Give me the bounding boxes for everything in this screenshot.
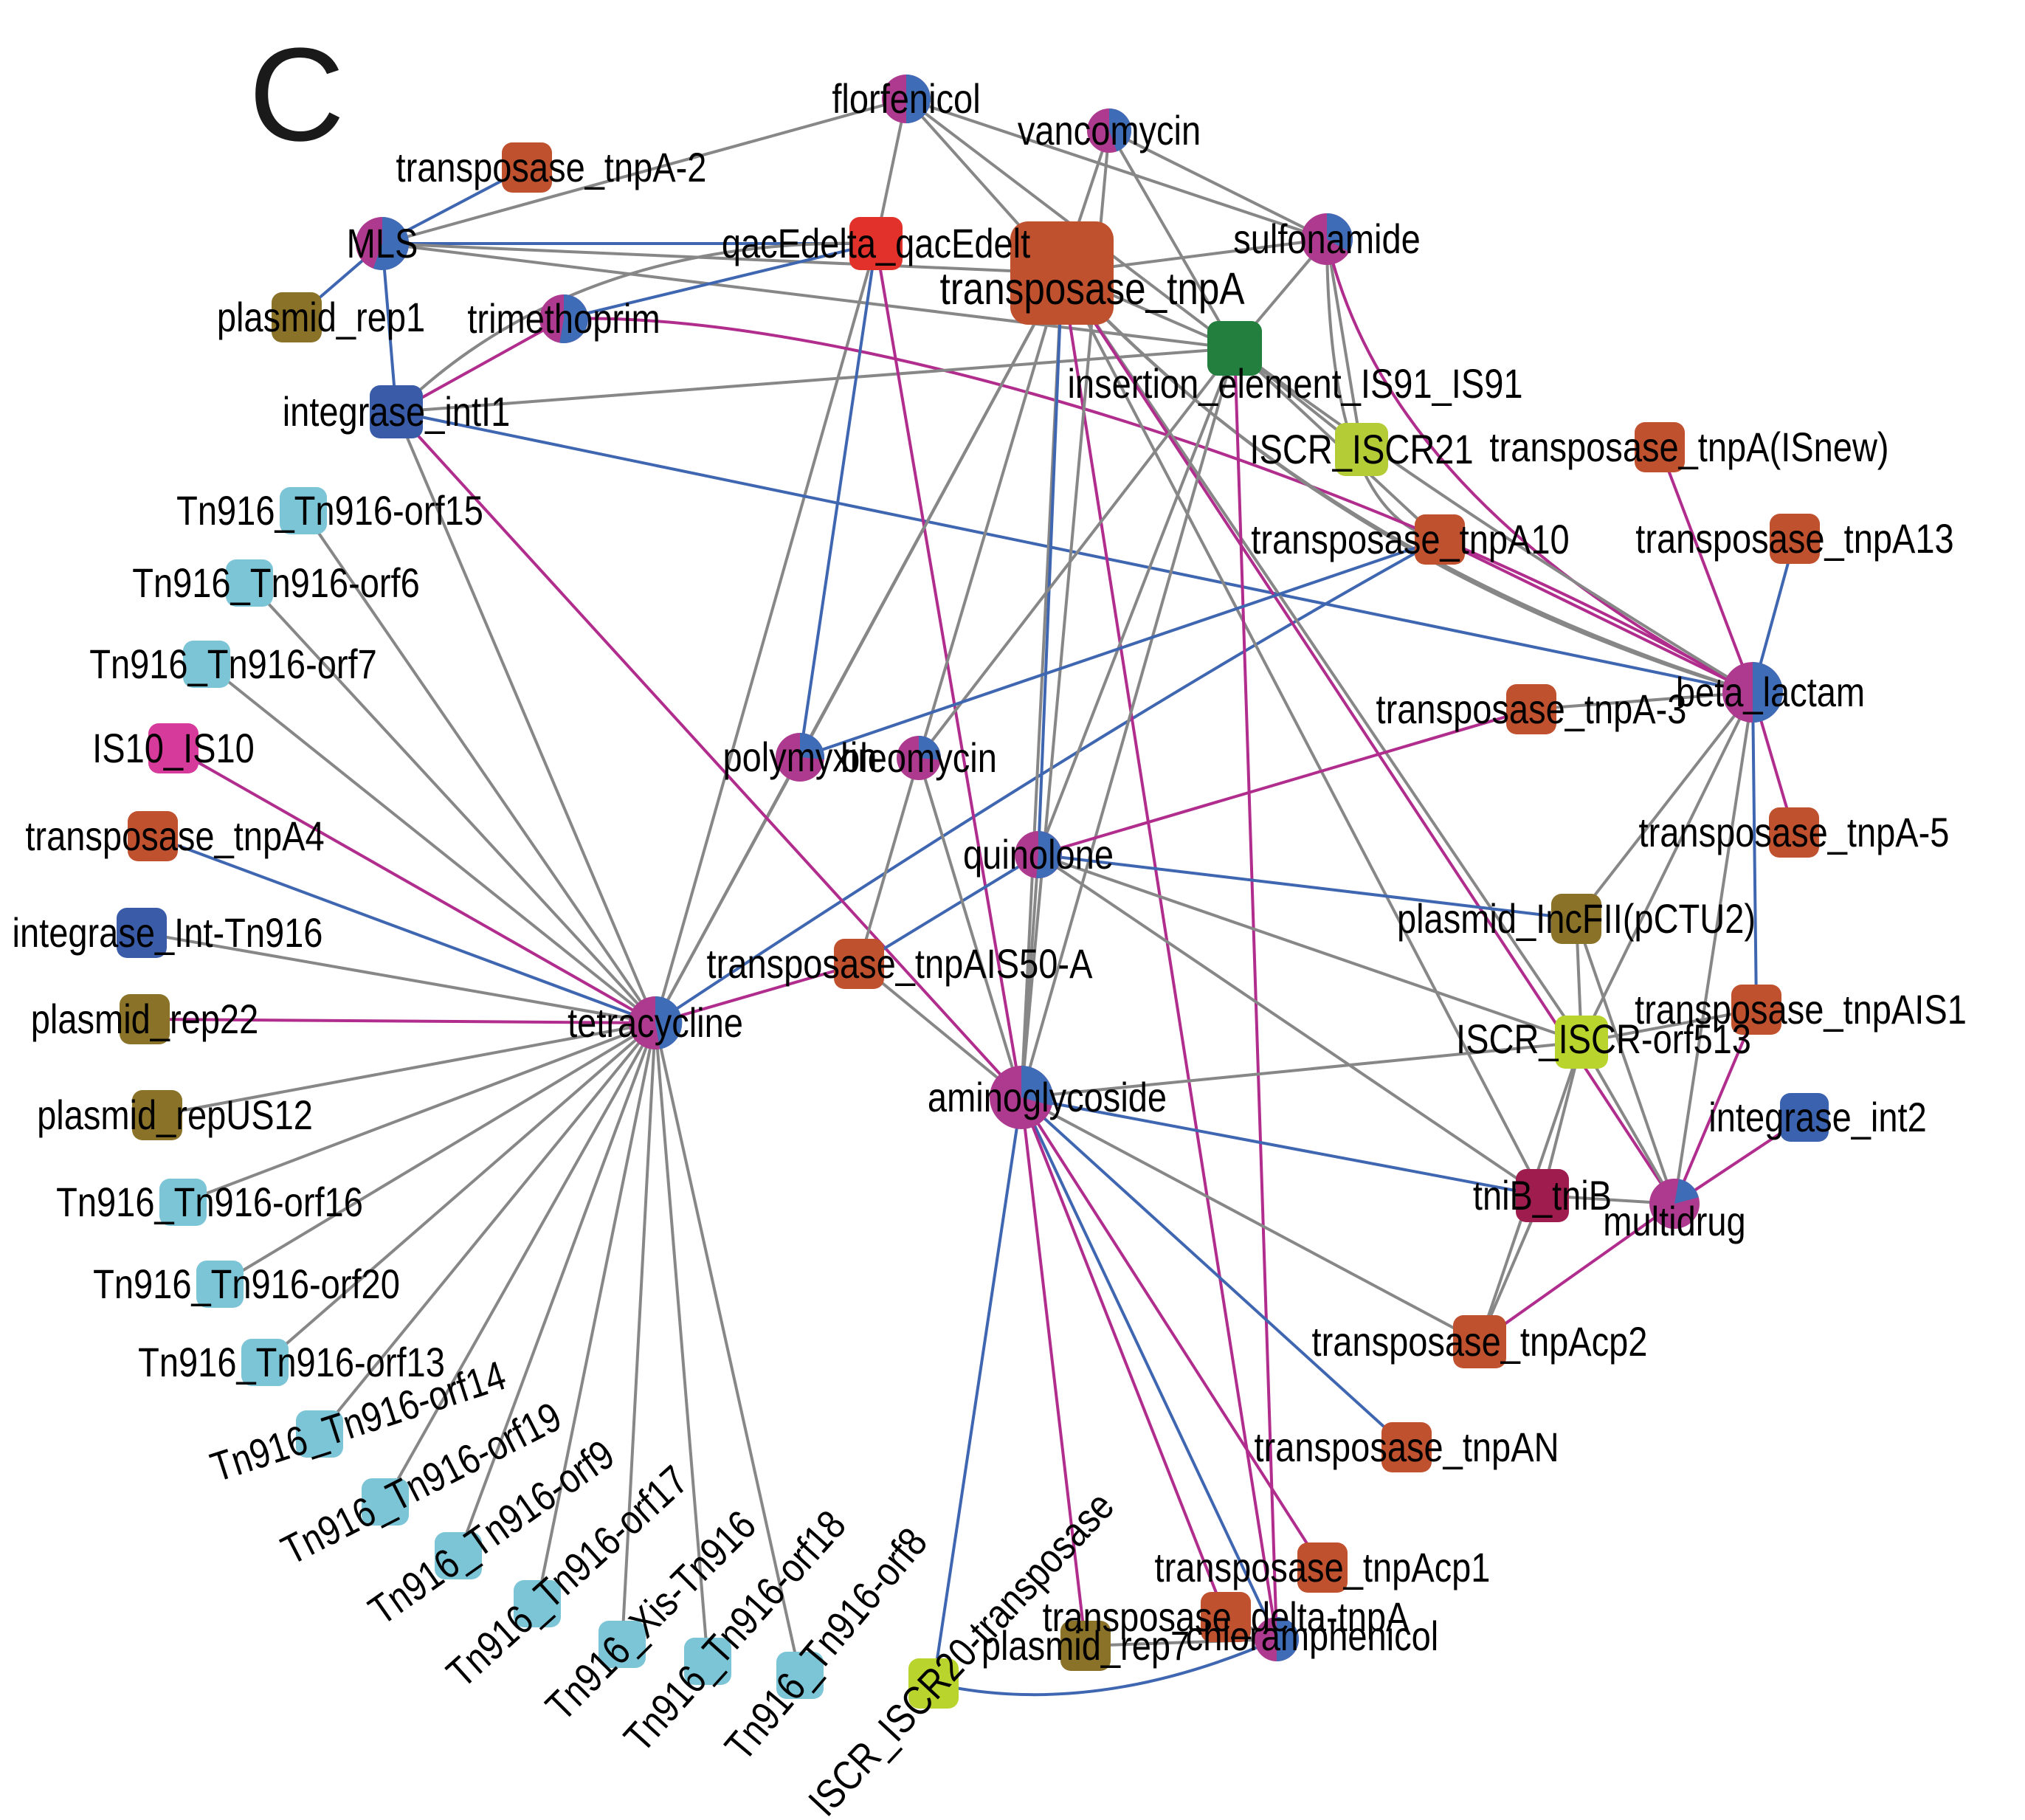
svg-text:trimethoprim: trimethoprim — [467, 295, 660, 342]
svg-text:sulfonamide: sulfonamide — [1233, 216, 1421, 262]
svg-text:transposase_tnpA-5: transposase_tnpA-5 — [1639, 809, 1950, 855]
svg-text:tetracycline: tetracycline — [568, 999, 743, 1046]
svg-text:florfenicol: florfenicol — [832, 75, 980, 122]
svg-text:Tn916_Tn916-orf15: Tn916_Tn916-orf15 — [176, 487, 483, 534]
svg-text:integrase_Int-Tn916: integrase_Int-Tn916 — [13, 909, 323, 956]
svg-text:bleomycin: bleomycin — [841, 734, 997, 781]
svg-text:vancomycin: vancomycin — [1018, 107, 1201, 154]
svg-text:multidrug: multidrug — [1603, 1198, 1745, 1244]
svg-text:Tn916_Tn916-orf16: Tn916_Tn916-orf16 — [56, 1179, 363, 1225]
svg-text:qacEdelta_qacEdelt: qacEdelta_qacEdelt — [722, 220, 1030, 266]
svg-text:transposase_tnpAcp2: transposase_tnpAcp2 — [1312, 1318, 1648, 1365]
svg-text:transposase_tnpAN: transposase_tnpAN — [1254, 1424, 1559, 1470]
svg-text:transposase_tnpA4: transposase_tnpA4 — [25, 813, 324, 859]
svg-text:transposase_tnpAIS50-A: transposase_tnpAIS50-A — [707, 940, 1093, 987]
svg-text:transposase_tnpA-3: transposase_tnpA-3 — [1376, 686, 1687, 732]
svg-text:plasmid_rep7: plasmid_rep7 — [982, 1622, 1190, 1669]
svg-text:transposase_tnpA: transposase_tnpA — [939, 263, 1244, 314]
svg-text:polymyxin: polymyxin — [722, 734, 877, 780]
svg-text:integrase_intI1: integrase_intI1 — [283, 388, 511, 435]
svg-text:tniB_tniB: tniB_tniB — [1473, 1172, 1612, 1218]
svg-text:plasmid_rep1: plasmid_rep1 — [217, 294, 425, 340]
svg-text:quinolone: quinolone — [963, 831, 1114, 878]
svg-text:Tn916_Tn916-orf20: Tn916_Tn916-orf20 — [93, 1261, 400, 1307]
svg-text:transposase_tnpA13: transposase_tnpA13 — [1635, 515, 1953, 562]
svg-text:chloramphenicol: chloramphenicol — [1186, 1613, 1438, 1659]
svg-text:plasmid_repUS12: plasmid_repUS12 — [37, 1092, 313, 1138]
svg-text:integrase_int2: integrase_int2 — [1708, 1094, 1926, 1140]
svg-text:MLS: MLS — [347, 220, 418, 266]
svg-text:C: C — [249, 21, 345, 169]
svg-text:transposase_tnpAIS1: transposase_tnpAIS1 — [1635, 986, 1967, 1033]
svg-text:transposase_tnpA-2: transposase_tnpA-2 — [396, 144, 707, 190]
svg-text:ISCR_ISCR21: ISCR_ISCR21 — [1249, 426, 1473, 472]
svg-text:aminoglycoside: aminoglycoside — [928, 1074, 1167, 1120]
svg-text:beta_lactam: beta_lactam — [1676, 669, 1865, 715]
svg-text:Tn916_Tn916-orf13: Tn916_Tn916-orf13 — [138, 1339, 445, 1385]
svg-text:insertion_element_IS91_IS91: insertion_element_IS91_IS91 — [1067, 360, 1522, 407]
svg-text:transposase_tnpAcp1: transposase_tnpAcp1 — [1155, 1544, 1491, 1590]
svg-text:IS10_IS10: IS10_IS10 — [92, 725, 255, 771]
svg-text:transposase_delta-tnpA: transposase_delta-tnpA — [1043, 1593, 1410, 1640]
svg-text:plasmid_rep22: plasmid_rep22 — [31, 996, 259, 1042]
svg-text:Tn916_Tn916-orf7: Tn916_Tn916-orf7 — [89, 641, 377, 687]
svg-text:transposase_tnpA10: transposase_tnpA10 — [1251, 516, 1569, 562]
svg-text:ISCR_ISCR-orf513: ISCR_ISCR-orf513 — [1456, 1016, 1751, 1062]
svg-text:Tn916_Tn916-orf6: Tn916_Tn916-orf6 — [132, 559, 420, 606]
svg-text:plasmid_IncFII(pCTU2): plasmid_IncFII(pCTU2) — [1397, 895, 1756, 942]
svg-text:transposase_tnpA(ISnew): transposase_tnpA(ISnew) — [1489, 424, 1888, 470]
